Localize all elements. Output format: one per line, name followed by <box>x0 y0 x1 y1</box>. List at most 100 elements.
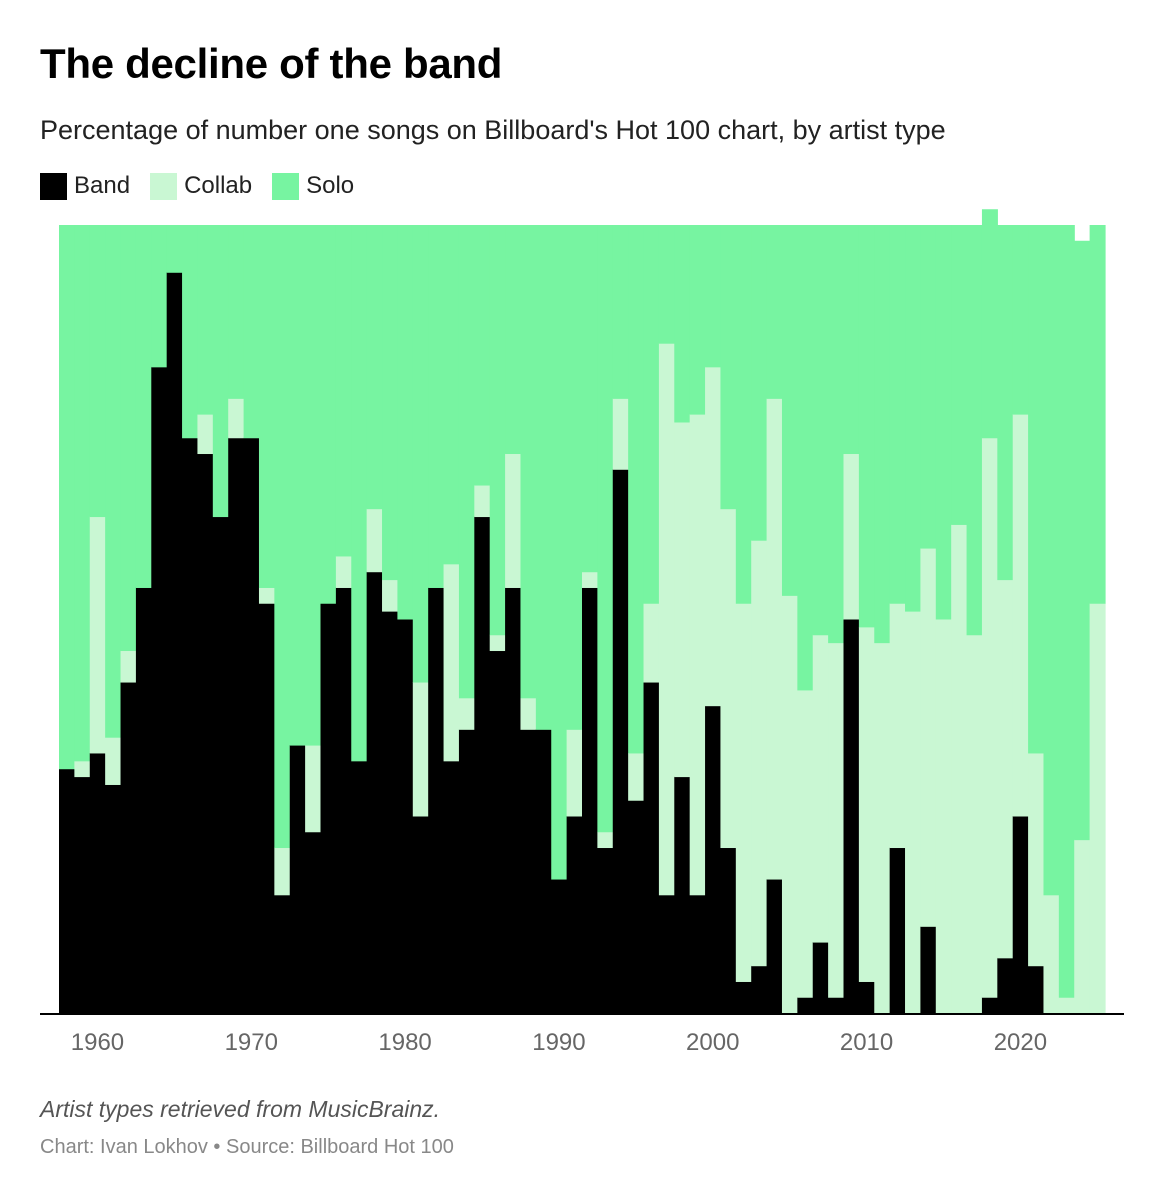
bar-band-1985 <box>474 516 491 1014</box>
bar-solo-1974 <box>305 225 322 746</box>
bar-band-2010 <box>858 981 875 1014</box>
bar-solo-2023 <box>1058 225 1075 998</box>
bar-band-2007 <box>812 942 829 1014</box>
bar-band-1968 <box>212 516 229 1014</box>
bar-collab-1978 <box>366 508 383 573</box>
legend-swatch-solo <box>272 172 300 200</box>
bar-solo-1968 <box>212 225 229 518</box>
legend-item-solo: Solo <box>272 172 354 200</box>
bar-collab-2012 <box>889 603 906 849</box>
bar-solo-1967 <box>197 225 214 415</box>
bar-band-1980 <box>397 619 414 1014</box>
bar-band-1969 <box>228 437 245 1014</box>
bar-band-1975 <box>320 603 337 1014</box>
bar-band-1992 <box>582 587 598 1014</box>
bar-collab-2006 <box>797 689 814 998</box>
bar-collab-1967 <box>197 414 214 455</box>
x-tick-label-2000: 2000 <box>686 1029 739 1056</box>
bar-collab-2016 <box>951 524 968 1014</box>
bar-solo-2004 <box>766 225 783 399</box>
bar-solo-1990 <box>551 225 568 880</box>
bar-collab-2005 <box>781 595 798 1014</box>
bar-solo-1994 <box>612 225 629 399</box>
bar-solo-2017 <box>966 225 983 636</box>
chart-footnote: Artist types retrieved from MusicBrainz. <box>40 1096 441 1122</box>
bar-band-1962 <box>120 682 137 1014</box>
bar-collab-2021 <box>1028 752 1045 967</box>
bar-collab-1983 <box>443 563 460 762</box>
bar-solo-1986 <box>489 225 506 636</box>
bar-solo-1989 <box>535 225 552 730</box>
bar-band-1991 <box>566 816 583 1014</box>
legend-label-band: Band <box>74 172 131 199</box>
bar-collab-1981 <box>412 682 429 817</box>
bar-solo-2018 <box>981 209 998 439</box>
bar-band-2006 <box>797 997 814 1014</box>
bar-band-2012 <box>889 847 906 1014</box>
bar-band-1979 <box>382 611 399 1014</box>
bar-solo-2002 <box>735 225 752 604</box>
bar-solo-2025 <box>1089 225 1106 604</box>
bar-band-1971 <box>258 603 275 1014</box>
bar-collab-1998 <box>674 422 691 778</box>
bar-collab-2022 <box>1043 894 1060 1014</box>
bar-solo-1987 <box>505 225 522 455</box>
bar-collab-2013 <box>905 611 922 1014</box>
bar-collab-1986 <box>489 634 506 652</box>
bar-band-1966 <box>182 437 199 1014</box>
bar-band-1990 <box>551 879 568 1014</box>
bar-solo-1972 <box>274 225 291 849</box>
bar-solo-2012 <box>889 225 906 604</box>
x-tick-label-1990: 1990 <box>532 1029 585 1056</box>
legend-swatch-band <box>40 172 67 200</box>
bar-band-1999 <box>689 894 706 1014</box>
bar-solo-2001 <box>720 225 737 510</box>
bar-solo-1971 <box>258 225 275 588</box>
bar-collab-2011 <box>874 642 891 1014</box>
bar-collab-1996 <box>643 603 660 683</box>
bar-band-1960 <box>89 752 106 1014</box>
bar-solo-1976 <box>335 225 352 557</box>
bar-solo-1999 <box>689 225 706 415</box>
bar-collab-1997 <box>658 343 675 896</box>
bar-solo-1960 <box>89 225 106 518</box>
bar-solo-2013 <box>905 225 922 612</box>
bar-solo-1975 <box>320 225 337 604</box>
bar-solo-2003 <box>751 225 768 541</box>
legend-label-solo: Solo <box>306 172 355 199</box>
bar-band-1996 <box>643 682 660 1014</box>
bar-collab-1987 <box>505 453 522 588</box>
bar-collab-1988 <box>520 697 537 730</box>
bar-collab-1959 <box>74 760 91 778</box>
bar-collab-1993 <box>597 831 614 849</box>
bar-collab-1972 <box>274 847 291 896</box>
bar-band-1995 <box>628 800 645 1014</box>
bar-band-1976 <box>335 587 352 1014</box>
bar-collab-1961 <box>105 737 122 785</box>
bar-collab-2019 <box>997 579 1014 959</box>
bar-solo-2010 <box>858 225 875 628</box>
bar-collab-1962 <box>120 650 137 683</box>
bar-collab-1985 <box>474 485 491 518</box>
bar-solo-1958 <box>59 225 75 770</box>
bar-collab-2000 <box>705 366 722 707</box>
bar-solo-1993 <box>597 225 614 833</box>
bar-solo-1965 <box>166 225 183 273</box>
bar-collab-1960 <box>89 516 106 754</box>
bar-solo-1966 <box>182 225 199 439</box>
bar-collab-2009 <box>843 453 860 620</box>
bar-collab-1971 <box>258 587 275 604</box>
bar-solo-1991 <box>566 225 583 730</box>
bar-solo-2024 <box>1074 240 1091 841</box>
bar-band-1984 <box>458 729 475 1014</box>
bar-band-1973 <box>289 745 306 1014</box>
bar-collab-2004 <box>766 398 783 880</box>
bar-band-2002 <box>735 981 752 1014</box>
bar-collab-1999 <box>689 414 706 896</box>
bar-band-1974 <box>305 831 322 1014</box>
bar-collab-1976 <box>335 555 352 588</box>
bar-collab-1992 <box>582 571 598 588</box>
bar-band-1997 <box>658 894 675 1014</box>
bar-band-2000 <box>705 705 722 1014</box>
bar-solo-2020 <box>1012 225 1029 415</box>
